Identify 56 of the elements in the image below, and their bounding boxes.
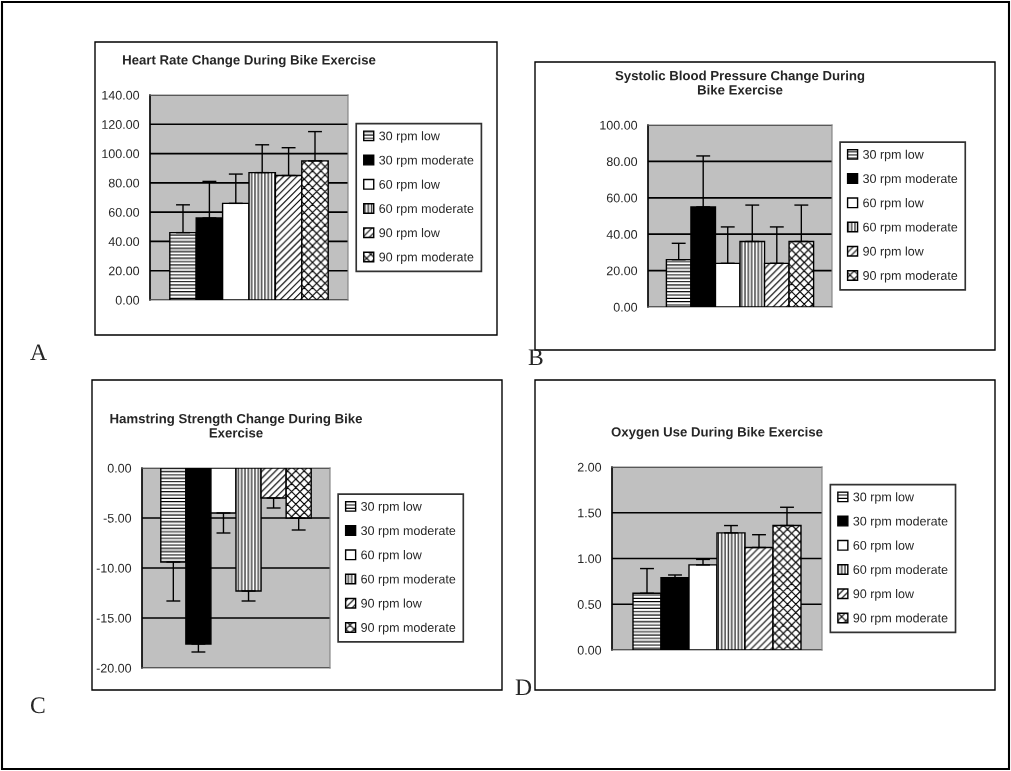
legend-label: 30 rpm moderate bbox=[361, 525, 456, 538]
y-tick-label: 2.00 bbox=[577, 462, 602, 472]
y-tick-label: 20.00 bbox=[108, 266, 140, 276]
legend-label: 90 rpm moderate bbox=[379, 252, 474, 264]
y-tick-label: 60.00 bbox=[108, 207, 140, 217]
y-tick-label: 0.00 bbox=[107, 463, 132, 473]
legend-label: 60 rpm moderate bbox=[853, 564, 948, 577]
legend-label: 60 rpm moderate bbox=[863, 222, 958, 234]
y-tick-label: 120.00 bbox=[102, 120, 140, 129]
legend-label: 30 rpm moderate bbox=[853, 516, 948, 529]
y-tick-label: -10.00 bbox=[96, 563, 132, 573]
legend-label: 30 rpm low bbox=[853, 492, 915, 504]
y-tick-label: 100.00 bbox=[600, 120, 638, 130]
y-tick-label: 80.00 bbox=[606, 157, 638, 167]
legend-label: 90 rpm low bbox=[361, 598, 422, 611]
y-tick-label: -5.00 bbox=[103, 513, 132, 523]
y-tick-label: 0.50 bbox=[577, 600, 602, 609]
legend-label: 90 rpm low bbox=[863, 246, 924, 259]
y-tick-label: 60.00 bbox=[606, 193, 638, 203]
y-tick-label: 140.00 bbox=[102, 90, 140, 100]
legend-label: 90 rpm moderate bbox=[361, 622, 456, 635]
text: D bbox=[515, 679, 532, 696]
legend-label: 90 rpm moderate bbox=[853, 613, 948, 625]
y-tick-label: 1.50 bbox=[578, 508, 602, 518]
legend-label: 30 rpm low bbox=[379, 131, 440, 143]
y-tick-label: 100.00 bbox=[102, 149, 140, 159]
legend-label: 60 rpm low bbox=[863, 198, 924, 210]
legend-label: 60 rpm moderate bbox=[361, 574, 456, 586]
text: C bbox=[30, 697, 45, 714]
y-tick-label: 40.00 bbox=[606, 230, 638, 239]
text: A bbox=[30, 344, 47, 360]
chart-title: Oxygen Use During Bike Exercise bbox=[611, 426, 823, 440]
y-tick-label: 80.00 bbox=[108, 178, 140, 188]
legend-label: 30 rpm low bbox=[863, 149, 924, 162]
legend-label: 30 rpm moderate bbox=[379, 155, 474, 168]
legend-label: 30 rpm low bbox=[361, 501, 422, 514]
legend-label: 90 rpm low bbox=[379, 228, 440, 240]
legend-label: 60 rpm low bbox=[379, 179, 440, 192]
legend-label: 90 rpm low bbox=[853, 589, 915, 601]
y-tick-label: 0.00 bbox=[115, 295, 140, 305]
y-tick-label: -20.00 bbox=[96, 663, 132, 673]
legend-label: 90 rpm moderate bbox=[863, 270, 958, 283]
y-tick-label: 0.00 bbox=[577, 645, 602, 655]
chart-title: Heart Rate Change During Bike Exercise bbox=[123, 54, 376, 68]
legend-label: 60 rpm low bbox=[361, 550, 422, 562]
y-tick-label: 1.00 bbox=[578, 554, 602, 564]
y-tick-label: -15.00 bbox=[96, 613, 132, 623]
chart-title: Hamstring Strength Change During Bike Exercise bbox=[110, 413, 363, 438]
y-tick-label: 40.00 bbox=[108, 237, 140, 247]
chart-title: Systolic Blood Pressure Change During Bike Exercise bbox=[615, 70, 865, 95]
text: B bbox=[528, 349, 543, 366]
legend-label: 30 rpm moderate bbox=[863, 173, 958, 186]
y-tick-label: 0.00 bbox=[613, 302, 638, 312]
y-tick-label: 20.00 bbox=[606, 266, 638, 276]
legend-label: 60 rpm low bbox=[853, 540, 915, 553]
legend-label: 60 rpm moderate bbox=[379, 203, 474, 216]
